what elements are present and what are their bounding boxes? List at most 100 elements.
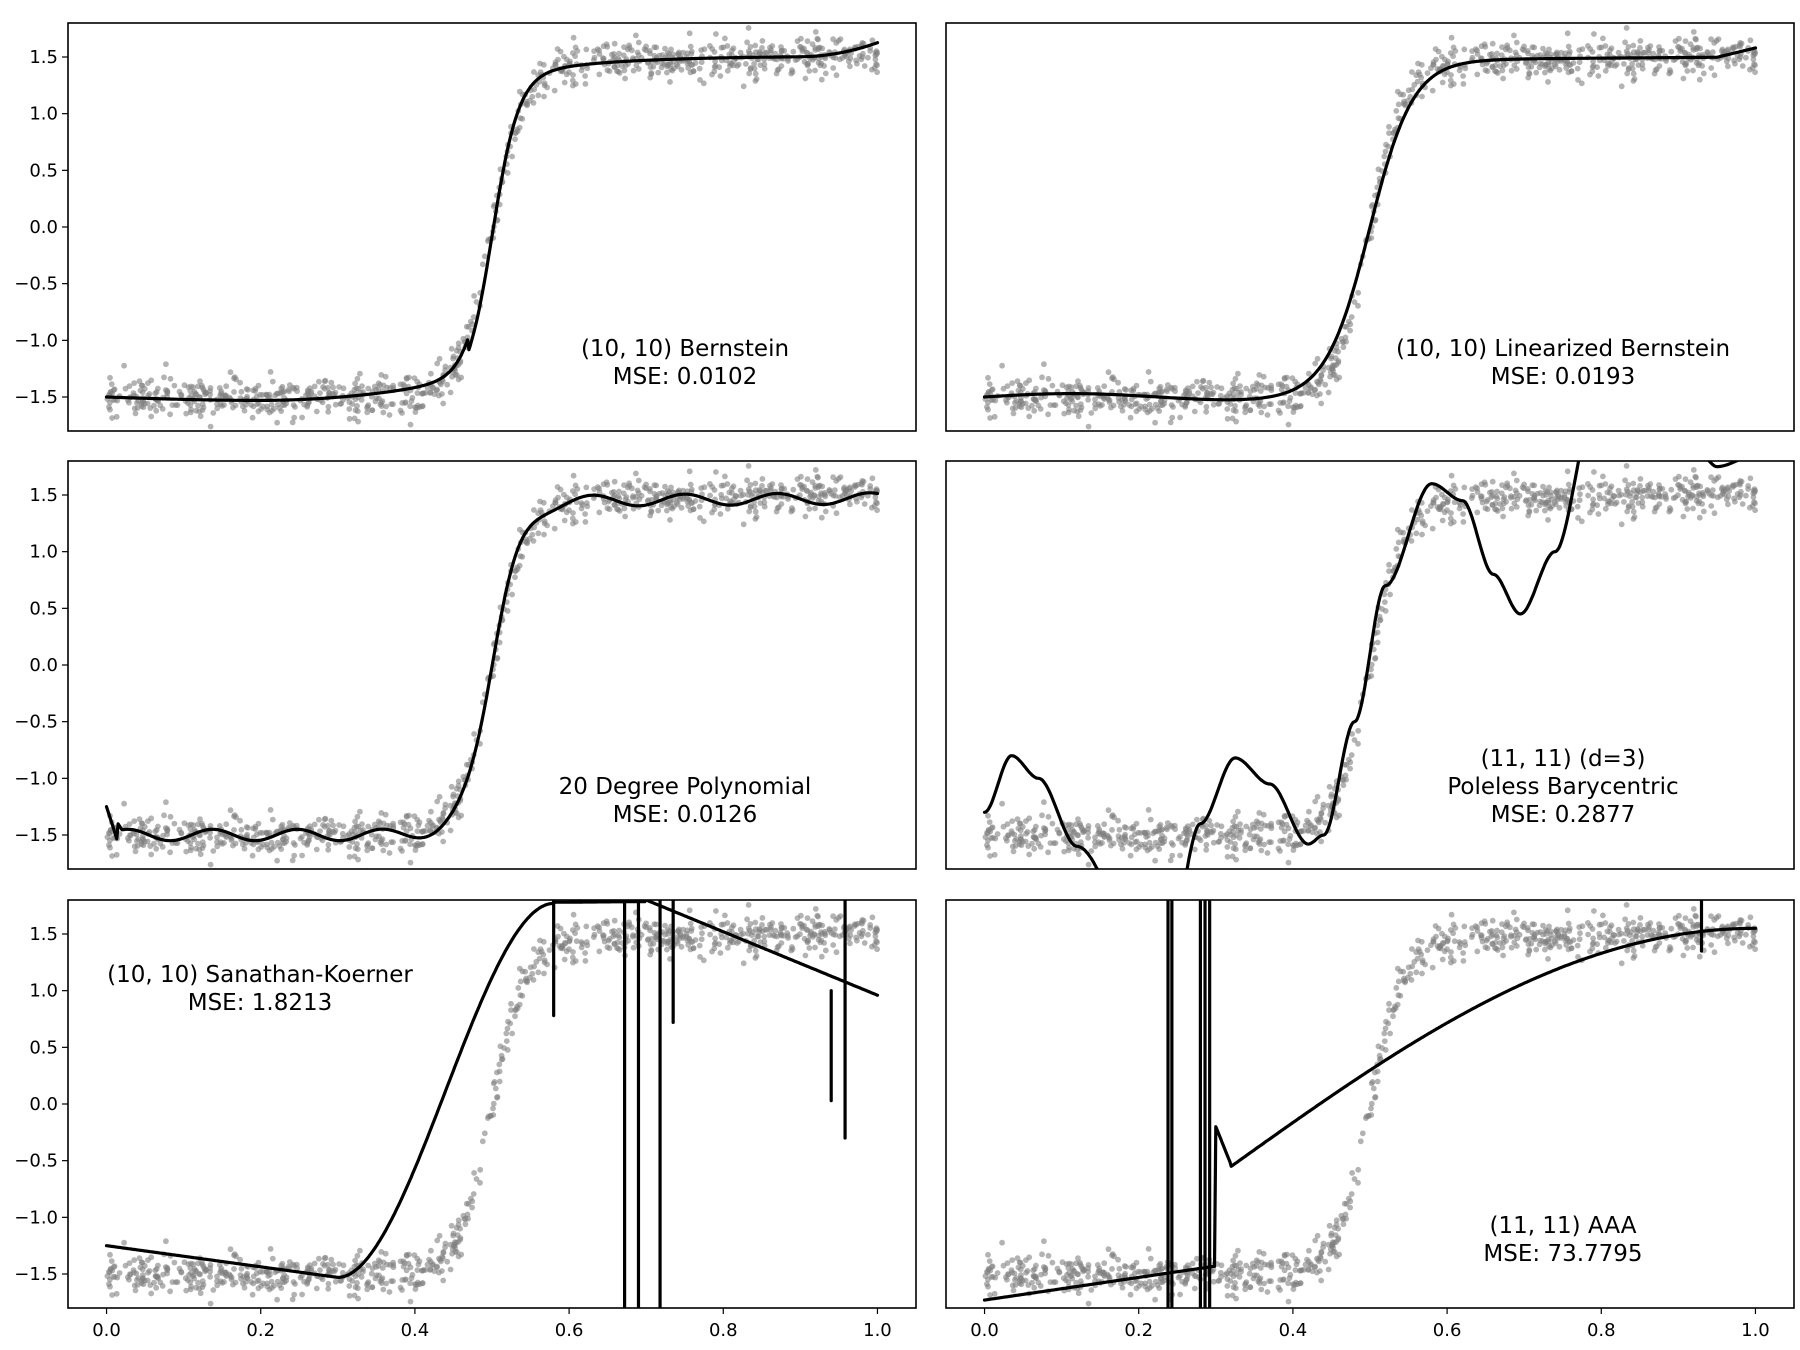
data-point [717,950,724,956]
data-point [790,925,797,932]
data-point [555,56,561,63]
data-point [1656,482,1662,488]
data-point [600,55,606,61]
data-point [1651,70,1658,77]
data-point [1618,83,1625,90]
data-point [722,473,728,480]
data-point [759,483,765,489]
y-tick-label: −1.5 [14,1264,58,1285]
data-point [1191,846,1198,853]
data-point [1395,115,1402,122]
data-point [1208,822,1214,829]
data-point [1594,941,1600,948]
data-point [692,937,699,943]
data-point [1237,821,1243,827]
data-point [378,372,385,378]
data-point [516,1001,523,1008]
data-point [178,830,185,837]
data-point [167,1288,174,1295]
data-point [1073,402,1079,409]
data-point [1115,817,1121,824]
data-point [266,1286,273,1293]
data-point [1092,401,1098,408]
data-point [1230,818,1236,825]
data-point [1368,666,1374,673]
data-point [164,1264,171,1271]
data-point [596,51,603,57]
data-point [336,384,342,390]
data-point [804,915,811,921]
data-point [306,837,312,844]
data-point [1445,496,1451,503]
data-point [485,1113,492,1120]
data-point [778,44,784,50]
data-point [1602,43,1609,49]
data-point [1504,480,1510,487]
data-point [1461,923,1468,930]
data-point [566,69,572,75]
data-point [566,946,572,952]
data-point [988,835,995,841]
data-point [378,1249,385,1255]
data-point [1168,402,1175,408]
data-point [717,511,724,517]
data-point [1747,66,1753,73]
data-point [1652,494,1658,501]
data-point [1494,495,1501,502]
data-point [503,1030,510,1037]
data-point [148,1290,155,1297]
data-point [450,791,457,798]
data-point [716,64,722,71]
data-point [1232,408,1239,415]
data-point [723,495,729,502]
data-point [460,335,467,342]
data-point [1511,32,1517,39]
data-point [1019,385,1026,392]
data-point [1621,499,1627,505]
data-point [869,475,876,482]
data-point [462,1221,469,1228]
data-point [1347,327,1353,334]
data-point [1281,1267,1288,1274]
data-point [1439,79,1446,86]
data-point [1104,832,1111,839]
data-point [148,815,155,822]
data-point [1203,403,1210,410]
data-point [999,800,1005,807]
data-point [1184,399,1190,406]
data-point [1452,48,1459,54]
data-point [730,45,737,52]
data-point [264,841,270,848]
data-point [159,844,166,850]
data-point [774,494,780,501]
data-point [1206,379,1213,386]
data-point [600,932,606,938]
data-point [376,833,382,840]
data-point [136,816,143,823]
data-point [722,912,728,919]
data-point [1596,491,1603,498]
data-point [131,818,138,824]
data-point [131,843,138,850]
data-point [351,1292,358,1299]
data-point [266,847,273,854]
data-point [872,494,879,501]
data-point [1119,407,1126,414]
data-point [757,62,764,68]
data-point [1348,752,1355,758]
data-point [1478,481,1485,488]
data-point [257,1268,263,1275]
data-point [551,87,558,94]
data-point [1545,497,1551,504]
data-point [1680,75,1687,82]
data-point [523,536,529,543]
data-point [442,801,449,808]
data-point [134,400,140,406]
data-point [837,913,844,919]
data-point [279,821,286,828]
data-point [1325,1266,1332,1273]
data-point [1719,46,1726,53]
data-point [1566,48,1573,55]
data-point [1026,1254,1033,1261]
data-point [387,823,393,829]
